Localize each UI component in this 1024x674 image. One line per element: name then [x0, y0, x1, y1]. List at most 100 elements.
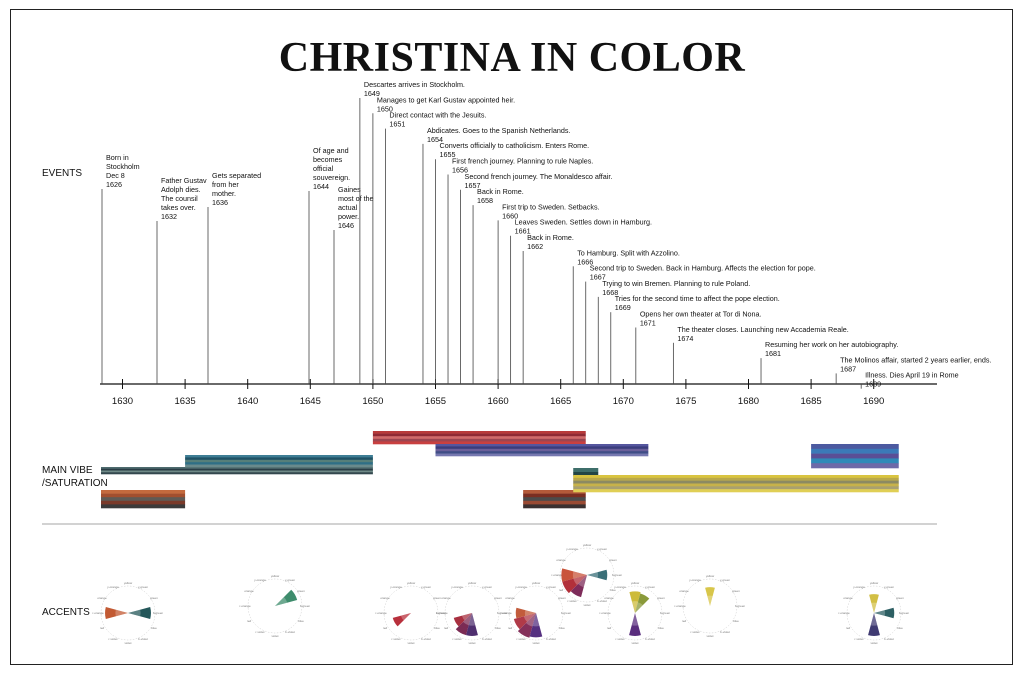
vibe-bar	[185, 455, 373, 468]
accent-wedge	[529, 613, 543, 638]
event-label-line: Born in	[106, 153, 129, 162]
accent-hue-label: violet	[468, 641, 475, 645]
vibe-bar-stripe	[185, 464, 373, 468]
accent-wedge	[869, 594, 879, 613]
accent-hue-label: b-green	[153, 611, 164, 615]
event-label-line: 1658	[477, 196, 493, 205]
vibe-bar-stripe	[523, 490, 586, 494]
accent-hue-label: violet	[407, 641, 414, 645]
event-label-line: 1671	[640, 319, 656, 328]
accent-hue-label: green	[494, 596, 502, 600]
accent-hue-label: red	[607, 626, 612, 630]
accent-hue-label: violet	[870, 641, 877, 645]
vibe-bar-stripe	[372, 431, 586, 434]
event-label-line: Gaines	[338, 185, 361, 194]
event-label-line: The counsil	[161, 194, 198, 203]
vibe-bar	[573, 475, 899, 493]
event-label-line: 1655	[440, 150, 456, 159]
accent-hue-label: orange	[843, 596, 853, 600]
event-1649: Descartes arrives in Stockholm.1649	[359, 80, 465, 384]
vibe-bar-stripe	[185, 459, 373, 463]
event-label-line: Converts officially to catholicism. Ente…	[440, 141, 590, 150]
event-label-line: 1644	[313, 182, 329, 191]
accent-hue-label: y-green	[884, 585, 895, 589]
event-label-line: 1660	[502, 211, 518, 220]
accent-wedge	[562, 575, 587, 594]
accent-wedge	[105, 607, 128, 619]
vibe-bar-stripe	[185, 462, 373, 465]
accent-wedge-inner	[573, 575, 587, 585]
event-label-line: 1651	[389, 120, 405, 129]
accent-hue-label: b-green	[436, 611, 447, 615]
accent-hue-label: orange	[679, 589, 689, 593]
event-label-line: mother.	[212, 189, 236, 198]
axis-tick-label: 1630	[112, 396, 133, 407]
accent-hue-label: red	[559, 588, 564, 592]
accent-hue-label: yellow	[271, 574, 280, 578]
event-label-line: souvereign.	[313, 173, 350, 182]
event-label-line: 1662	[527, 242, 543, 251]
accent-wedge	[587, 569, 608, 581]
accent-hue-label: r-orange	[239, 604, 251, 608]
accent-hue-label: r-orange	[436, 611, 448, 615]
accent-hue-label: red	[383, 626, 388, 630]
accent-ring	[607, 585, 663, 641]
accent-hue-label: green	[732, 589, 740, 593]
accent-hue-label: orange	[244, 589, 254, 593]
vibe-bar-stripe	[523, 497, 586, 502]
accent-hue-label: b-green	[497, 611, 508, 615]
vibe-label-line2: /SATURATION	[42, 478, 108, 489]
vibe-bar	[573, 468, 599, 477]
accent-hue-label: y-orange	[254, 578, 266, 582]
accent-wedge	[455, 613, 472, 636]
event-1668: Trying to win Bremen. Planning to rule P…	[597, 279, 750, 384]
axis-tick-label: 1640	[237, 396, 258, 407]
event-1657: Second french journey. The Monaldesco af…	[460, 172, 612, 384]
accent-wheel: yellow y-green green b-green blue b-violet vio…	[436, 581, 507, 645]
accent-hue-label: r-violet	[690, 630, 699, 634]
accent-hue-label: yellow	[532, 581, 541, 585]
vibe-bar-stripe	[573, 468, 599, 473]
vibe-bar-stripe	[372, 441, 586, 445]
accent-wedge	[517, 613, 536, 638]
accent-hue-label: blue	[733, 619, 739, 623]
accent-hue-label: b-violet	[645, 637, 655, 641]
accent-hue-label: b-violet	[285, 630, 295, 634]
accent-wedge	[868, 613, 880, 636]
vibe-bar-stripe	[523, 500, 586, 505]
event-label-line: 1646	[338, 221, 354, 230]
accent-hue-label: red	[508, 626, 513, 630]
accent-hue-label: blue	[434, 626, 440, 630]
axis-tick-label: 1635	[175, 396, 196, 407]
accent-hue-label: r-orange	[500, 611, 512, 615]
accent-hue-label: r-orange	[599, 611, 611, 615]
accent-wedge	[453, 613, 472, 627]
accent-wedge	[561, 568, 587, 582]
event-label-line: most of the	[338, 194, 374, 203]
accent-wedge	[466, 613, 478, 636]
event-label-line: 1674	[677, 334, 693, 343]
vibe-bar-stripe	[101, 490, 186, 494]
accent-wheel: yellow y-green green b-green blue b-violet vio…	[551, 543, 622, 607]
event-label-line: Manages to get Karl Gustav appointed hei…	[377, 95, 515, 104]
event-label-line: First trip to Sweden. Setbacks.	[502, 202, 599, 211]
axis-tick-label: 1680	[738, 396, 759, 407]
event-label-line: Of age and	[313, 146, 349, 155]
event-1655: Converts officially to catholicism. Ente…	[435, 141, 590, 384]
accent-hue-label: r-violet	[516, 637, 525, 641]
vibe-bar-stripe	[372, 438, 586, 442]
accent-hue-label: red	[682, 619, 687, 623]
event-1658: Back in Rome.1658	[472, 187, 524, 384]
event-label-line: 1657	[465, 181, 481, 190]
accent-wedge-inner	[275, 597, 288, 606]
vibe-bar-stripe	[523, 504, 586, 509]
vibe-bar	[435, 444, 649, 457]
accent-wedge	[392, 613, 411, 627]
event-1671: Opens her own theater at Tor di Nona.167…	[635, 310, 762, 384]
event-1674: The theater closes. Launching new Accade…	[672, 325, 849, 384]
accent-hue-label: green	[657, 596, 665, 600]
event-label-line: Dec 8	[106, 171, 125, 180]
